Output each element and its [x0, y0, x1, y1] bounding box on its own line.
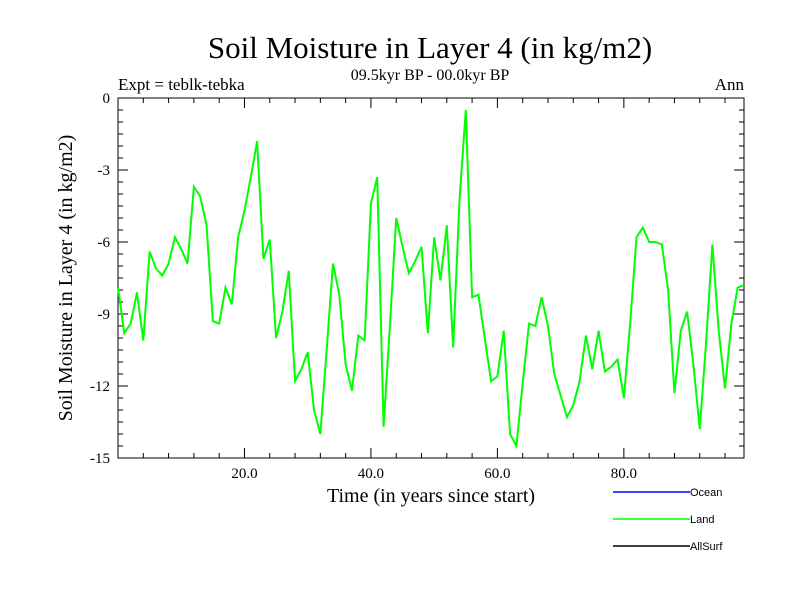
- chart-title: Soil Moisture in Layer 4 (in kg/m2): [208, 30, 652, 65]
- y-tick-label: -15: [90, 451, 110, 467]
- legend-label-land: Land: [690, 514, 714, 526]
- y-tick-label: -6: [98, 235, 111, 251]
- legend-label-allsurf: AllSurf: [690, 541, 723, 553]
- legend: Ocean Land AllSurf: [613, 487, 723, 553]
- x-tick-label: 20.0: [231, 466, 257, 482]
- x-tick-label: 80.0: [611, 466, 637, 482]
- chart-subtitle: 09.5kyr BP - 00.0kyr BP: [351, 67, 510, 84]
- y-tick-label: 0: [103, 91, 111, 107]
- legend-label-ocean: Ocean: [690, 487, 722, 499]
- experiment-label: Expt = teblk-tebka: [118, 75, 245, 94]
- y-tick-label: -12: [90, 379, 110, 395]
- land-series-line: [117, 109, 745, 450]
- y-axis-label: Soil Moisture in Layer 4 (in kg/m2): [55, 135, 77, 422]
- x-tick-label: 40.0: [358, 466, 384, 482]
- y-tick-label: -3: [98, 163, 111, 179]
- x-axis: 20.0 40.0 60.0 80.0: [231, 98, 637, 482]
- y-tick-label: -9: [98, 307, 111, 323]
- y-axis: 0 -3 -6 -9 -12 -15: [90, 91, 744, 467]
- season-label: Ann: [715, 75, 745, 94]
- x-axis-label: Time (in years since start): [327, 485, 535, 507]
- x-tick-label: 60.0: [484, 466, 510, 482]
